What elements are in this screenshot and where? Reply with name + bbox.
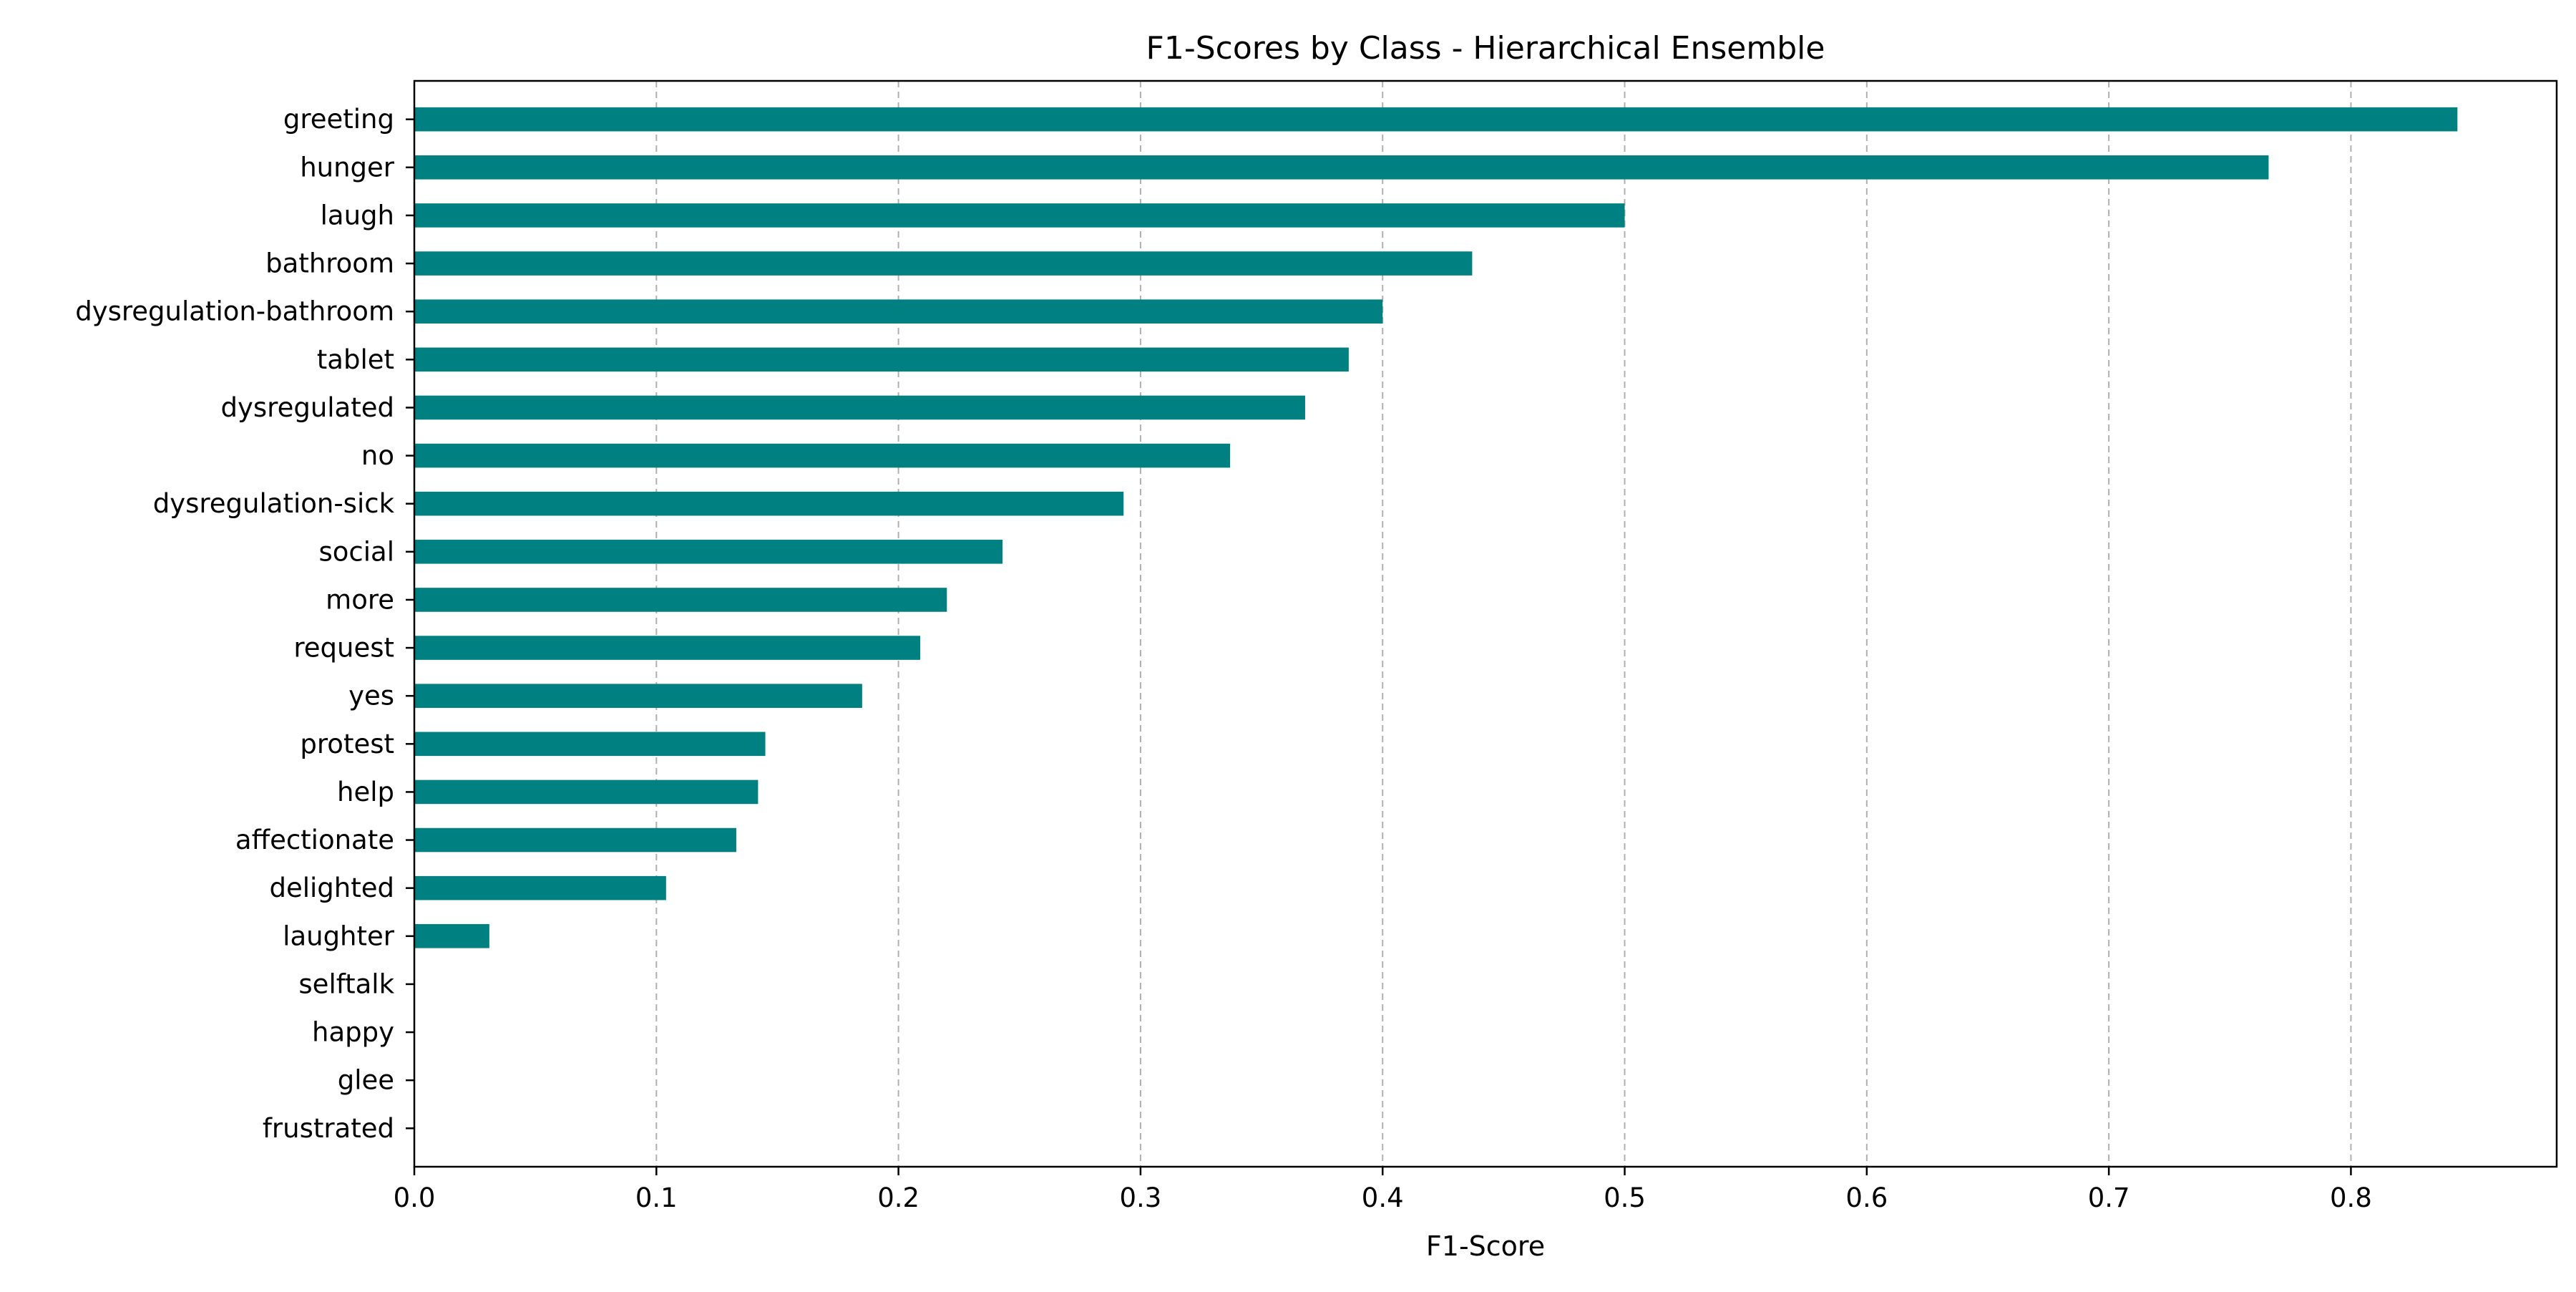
y-tick-label-yes: yes	[348, 681, 394, 711]
y-tick-label-dysregulated: dysregulated	[221, 392, 394, 423]
y-tick-label-no: no	[361, 440, 394, 471]
x-tick-label: 0.8	[2330, 1182, 2372, 1213]
y-tick-label-dysregulation-sick: dysregulation-sick	[153, 488, 395, 519]
y-tick-label-bathroom: bathroom	[265, 248, 394, 279]
x-tick-label: 0.5	[1604, 1182, 1646, 1213]
y-tick-label-hunger: hunger	[300, 152, 395, 183]
plot-frame	[413, 79, 2558, 1168]
bar-request	[414, 636, 921, 660]
bar-bathroom	[414, 251, 1473, 276]
bar-greeting	[414, 107, 2458, 132]
bar-laughter	[414, 924, 489, 948]
bar-no	[414, 443, 1231, 468]
x-axis-label: F1-Score	[1426, 1230, 1545, 1262]
x-tick-label: 0.0	[394, 1182, 436, 1213]
chart-title: F1-Scores by Class - Hierarchical Ensemb…	[1146, 30, 1825, 67]
y-tick-label-glee: glee	[338, 1065, 394, 1096]
y-tick-label-request: request	[293, 633, 394, 664]
bar-protest	[414, 732, 766, 757]
bar-social	[414, 540, 1003, 564]
y-tick-label-laughter: laughter	[283, 921, 395, 951]
bar-dysregulated	[414, 395, 1305, 420]
x-tick-label: 0.2	[877, 1182, 919, 1213]
y-tick-label-more: more	[326, 584, 394, 615]
bar-dysregulation-sick	[414, 491, 1124, 516]
x-tick-label: 0.4	[1362, 1182, 1404, 1213]
grid-lines	[655, 81, 2352, 1167]
bar-more	[414, 588, 947, 612]
bar-laugh	[414, 203, 1625, 228]
y-tick-label-social: social	[319, 536, 395, 567]
bar-yes	[414, 684, 862, 708]
x-tick-label: 0.6	[1845, 1182, 1888, 1213]
y-tick-label-protest: protest	[300, 729, 394, 759]
x-tick-label: 0.1	[635, 1182, 678, 1213]
x-axis-ticks: 0.0 0.1 0.2 0.3 0.4 0.5 0.6 0.7 0.8	[394, 1167, 2372, 1213]
y-tick-label-tablet: tablet	[317, 344, 394, 375]
y-tick-label-dysregulation-bathroom: dysregulation-bathroom	[75, 296, 394, 327]
bar-help	[414, 779, 758, 805]
y-tick-label-affectionate: affectionate	[235, 825, 394, 855]
bar-delighted	[414, 875, 666, 900]
y-tick-label-delighted: delighted	[269, 873, 394, 903]
bar-affectionate	[414, 827, 736, 853]
y-axis-ticks: greeting hunger laugh bathroom dysregulation…	[75, 104, 414, 1144]
bar-dysregulation-bathroom	[414, 299, 1383, 324]
bar-tablet	[414, 347, 1349, 372]
y-tick-label-help: help	[337, 777, 394, 807]
y-tick-label-frustrated: frustrated	[263, 1113, 394, 1144]
y-tick-label-happy: happy	[312, 1017, 394, 1048]
bars	[414, 107, 2458, 948]
x-tick-label: 0.7	[2088, 1182, 2130, 1213]
bar-hunger	[414, 155, 2269, 180]
y-tick-label-greeting: greeting	[283, 104, 394, 135]
x-tick-label: 0.3	[1119, 1182, 1161, 1213]
y-tick-label-selftalk: selftalk	[298, 968, 394, 999]
y-tick-label-laugh: laugh	[321, 200, 394, 230]
